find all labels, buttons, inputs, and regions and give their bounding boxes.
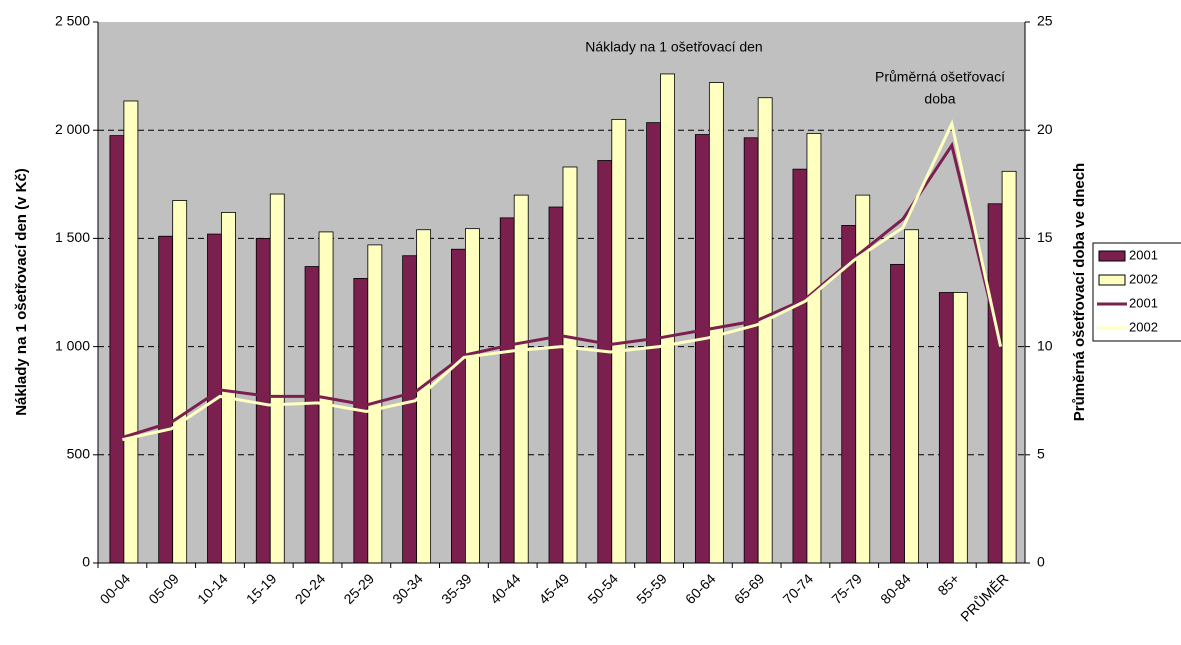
bar bbox=[757, 97, 773, 564]
x-tick-label: 35-39 bbox=[438, 570, 475, 607]
y-tick-label: 1 000 bbox=[55, 337, 90, 353]
y-tick-label: 2 500 bbox=[55, 13, 90, 29]
bar bbox=[304, 266, 320, 564]
bar bbox=[708, 82, 724, 564]
y-tick-label: 500 bbox=[67, 446, 91, 462]
y2-tick-label: 25 bbox=[1037, 13, 1053, 29]
y2-tick-label: 0 bbox=[1037, 554, 1045, 570]
bar bbox=[890, 263, 905, 564]
line bbox=[121, 141, 1003, 439]
x-tick-label: 00-04 bbox=[96, 570, 133, 607]
bar bbox=[269, 193, 285, 564]
x-tick-label: 50-54 bbox=[584, 570, 621, 607]
bar bbox=[499, 217, 515, 564]
bar bbox=[465, 228, 480, 564]
y-tick-label: 0 bbox=[82, 554, 90, 570]
line bbox=[122, 119, 1003, 442]
bar bbox=[694, 134, 710, 564]
bar bbox=[353, 278, 369, 564]
y2-tick-label: 15 bbox=[1037, 229, 1053, 245]
x-tick-label: 25-29 bbox=[340, 570, 377, 607]
x-tick-label: 10-14 bbox=[194, 570, 231, 607]
bar bbox=[841, 225, 857, 564]
bar bbox=[123, 100, 139, 564]
x-tick-label: 05-09 bbox=[145, 570, 182, 607]
bar bbox=[109, 135, 125, 564]
x-tick-label: 15-19 bbox=[243, 570, 280, 607]
legend-swatch bbox=[1098, 250, 1126, 262]
bar bbox=[158, 235, 174, 564]
bar bbox=[904, 229, 919, 564]
y2-axis-title: Průměrná ošetřovací doba ve dnech bbox=[1071, 163, 1088, 421]
legend-label: 2002 bbox=[1129, 319, 1158, 334]
bar bbox=[172, 200, 188, 564]
y2-tick-label: 10 bbox=[1037, 337, 1053, 353]
x-tick-label: 65-69 bbox=[731, 570, 768, 607]
bar bbox=[952, 292, 968, 564]
x-tick-label: 40-44 bbox=[487, 570, 524, 607]
y-axis-title: Náklady na 1 ošetřovací den (v Kč) bbox=[13, 168, 30, 416]
bar bbox=[806, 133, 822, 564]
annotation: doba bbox=[924, 91, 955, 107]
x-tick-label: 75-79 bbox=[828, 570, 865, 607]
bar bbox=[402, 255, 418, 564]
x-tick-label: 70-74 bbox=[780, 570, 817, 607]
bar bbox=[1001, 170, 1017, 564]
x-tick-label: 55-59 bbox=[633, 570, 670, 607]
bar bbox=[562, 166, 578, 564]
bar bbox=[221, 212, 236, 564]
bar bbox=[743, 137, 759, 564]
legend-label: 2001 bbox=[1129, 247, 1158, 262]
bar bbox=[255, 237, 271, 564]
y2-tick-label: 5 bbox=[1037, 446, 1045, 462]
bar bbox=[451, 248, 466, 564]
x-tick-label: 80-84 bbox=[877, 570, 914, 607]
legend-label: 2001 bbox=[1129, 295, 1158, 310]
bar bbox=[792, 168, 808, 564]
y2-tick-label: 20 bbox=[1037, 121, 1053, 137]
x-tick-label: 85+ bbox=[934, 570, 962, 598]
annotation: Průměrná ošetřovací bbox=[875, 69, 1005, 85]
annotation: Náklady na 1 ošetřovací den bbox=[585, 39, 762, 55]
bar bbox=[660, 73, 675, 564]
bar bbox=[548, 206, 564, 564]
x-tick-label: 20-24 bbox=[292, 570, 329, 607]
bar bbox=[513, 194, 529, 564]
bar bbox=[597, 160, 613, 564]
legend-label: 2002 bbox=[1129, 271, 1158, 286]
x-tick-label: 30-34 bbox=[389, 570, 426, 607]
bar bbox=[987, 203, 1003, 564]
y-tick-label: 2 000 bbox=[55, 121, 90, 137]
x-tick-label: 60-64 bbox=[682, 570, 719, 607]
x-tick-label: PRŮMĚR bbox=[956, 570, 1011, 625]
bar bbox=[938, 292, 954, 564]
bar bbox=[646, 122, 661, 564]
y-tick-label: 1 500 bbox=[55, 229, 90, 245]
legend-swatch bbox=[1098, 274, 1126, 286]
x-tick-label: 45-49 bbox=[536, 570, 573, 607]
